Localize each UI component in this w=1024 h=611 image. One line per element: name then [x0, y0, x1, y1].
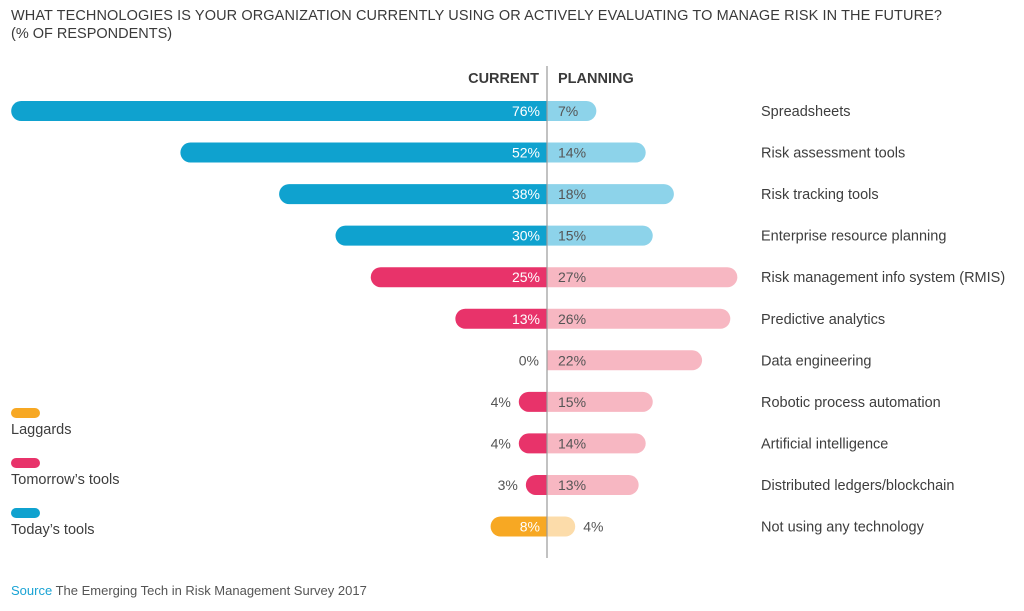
bar-planning-risk-management-info-system-rmis [547, 267, 738, 288]
value-planning-data-engineering: 22% [558, 352, 586, 368]
value-current-artificial-intelligence: 4% [491, 435, 511, 451]
bar-planning-risk-tracking-tools [547, 184, 674, 205]
bar-current-risk-tracking-tools [279, 184, 547, 205]
bar-current-predictive-analytics [455, 308, 547, 329]
bar-planning-risk-assessment-tools [547, 142, 646, 163]
value-current-predictive-analytics: 13% [512, 311, 540, 327]
bar-planning-predictive-analytics [547, 308, 731, 329]
value-planning-predictive-analytics: 26% [558, 311, 586, 327]
column-header-current: CURRENT [468, 71, 539, 87]
value-current-spreadsheets: 76% [512, 103, 540, 119]
category-label-distributed-ledgers-blockchain: Distributed ledgers/blockchain [761, 478, 954, 494]
column-header-planning: PLANNING [558, 71, 634, 87]
value-planning-distributed-ledgers-blockchain: 13% [558, 477, 586, 493]
category-label-artificial-intelligence: Artificial intelligence [761, 436, 888, 452]
category-label-not-using-any-technology: Not using any technology [761, 520, 925, 536]
bar-planning-distributed-ledgers-blockchain [547, 474, 639, 495]
category-label-robotic-process-automation: Robotic process automation [761, 395, 941, 411]
value-current-risk-management-info-system-rmis: 25% [512, 269, 540, 285]
category-label-spreadsheets: Spreadsheets [761, 104, 850, 120]
chart-title: WHAT TECHNOLOGIES IS YOUR ORGANIZATION C… [11, 8, 943, 24]
value-planning-robotic-process-automation: 15% [558, 394, 586, 410]
category-label-risk-management-info-system-rmis: Risk management info system (RMIS) [761, 270, 1005, 286]
legend-swatch-tomorrows-tools [11, 458, 40, 468]
legend-tomorrows-tools: Tomorrow’s tools [11, 458, 120, 488]
value-current-not-using-any-technology: 8% [520, 519, 540, 535]
category-label-data-engineering: Data engineering [761, 353, 871, 369]
source-label: Source [11, 583, 53, 598]
legend-swatch-laggards [11, 408, 40, 418]
bar-current-enterprise-resource-planning [335, 225, 547, 246]
value-planning-not-using-any-technology: 4% [583, 519, 603, 535]
value-planning-risk-assessment-tools: 14% [558, 145, 586, 161]
value-current-data-engineering: 0% [519, 352, 539, 368]
bar-current-robotic-process-automation [518, 391, 547, 412]
legend-label-tomorrows-tools: Tomorrow’s tools [11, 472, 120, 488]
category-label-predictive-analytics: Predictive analytics [761, 312, 885, 328]
bar-current-distributed-ledgers-blockchain [525, 474, 547, 495]
bar-planning-enterprise-resource-planning [547, 225, 653, 246]
value-current-distributed-ledgers-blockchain: 3% [498, 477, 518, 493]
value-current-risk-tracking-tools: 38% [512, 186, 540, 202]
bar-current-risk-assessment-tools [180, 142, 547, 163]
bar-planning-not-using-any-technology [547, 516, 576, 537]
legend-swatch-todays-tools [11, 508, 40, 518]
bar-current-not-using-any-technology [490, 516, 547, 537]
bar-planning-spreadsheets [547, 101, 597, 121]
bar-current-risk-management-info-system-rmis [370, 267, 547, 288]
bar-planning-robotic-process-automation [547, 391, 653, 412]
legend-label-todays-tools: Today’s tools [11, 522, 95, 538]
bar-planning-data-engineering [547, 350, 703, 371]
legend-todays-tools: Today’s tools [11, 508, 95, 538]
bar-current-spreadsheets [11, 101, 547, 121]
value-planning-spreadsheets: 7% [558, 103, 578, 119]
source-text: The Emerging Tech in Risk Management Sur… [55, 583, 367, 598]
category-label-enterprise-resource-planning: Enterprise resource planning [761, 229, 946, 245]
legend-laggards: Laggards [11, 408, 71, 438]
value-planning-enterprise-resource-planning: 15% [558, 228, 586, 244]
chart-subtitle: (% OF RESPONDENTS) [11, 26, 173, 42]
value-current-robotic-process-automation: 4% [491, 394, 511, 410]
category-label-risk-assessment-tools: Risk assessment tools [761, 146, 905, 162]
value-planning-risk-management-info-system-rmis: 27% [558, 269, 586, 285]
bar-current-artificial-intelligence [518, 433, 547, 454]
source-note: Source The Emerging Tech in Risk Managem… [11, 583, 367, 598]
value-current-enterprise-resource-planning: 30% [512, 228, 540, 244]
category-label-risk-tracking-tools: Risk tracking tools [761, 187, 879, 203]
bar-planning-artificial-intelligence [547, 433, 646, 454]
value-planning-artificial-intelligence: 14% [558, 435, 586, 451]
value-planning-risk-tracking-tools: 18% [558, 186, 586, 202]
value-current-risk-assessment-tools: 52% [512, 145, 540, 161]
legend-label-laggards: Laggards [11, 422, 72, 438]
